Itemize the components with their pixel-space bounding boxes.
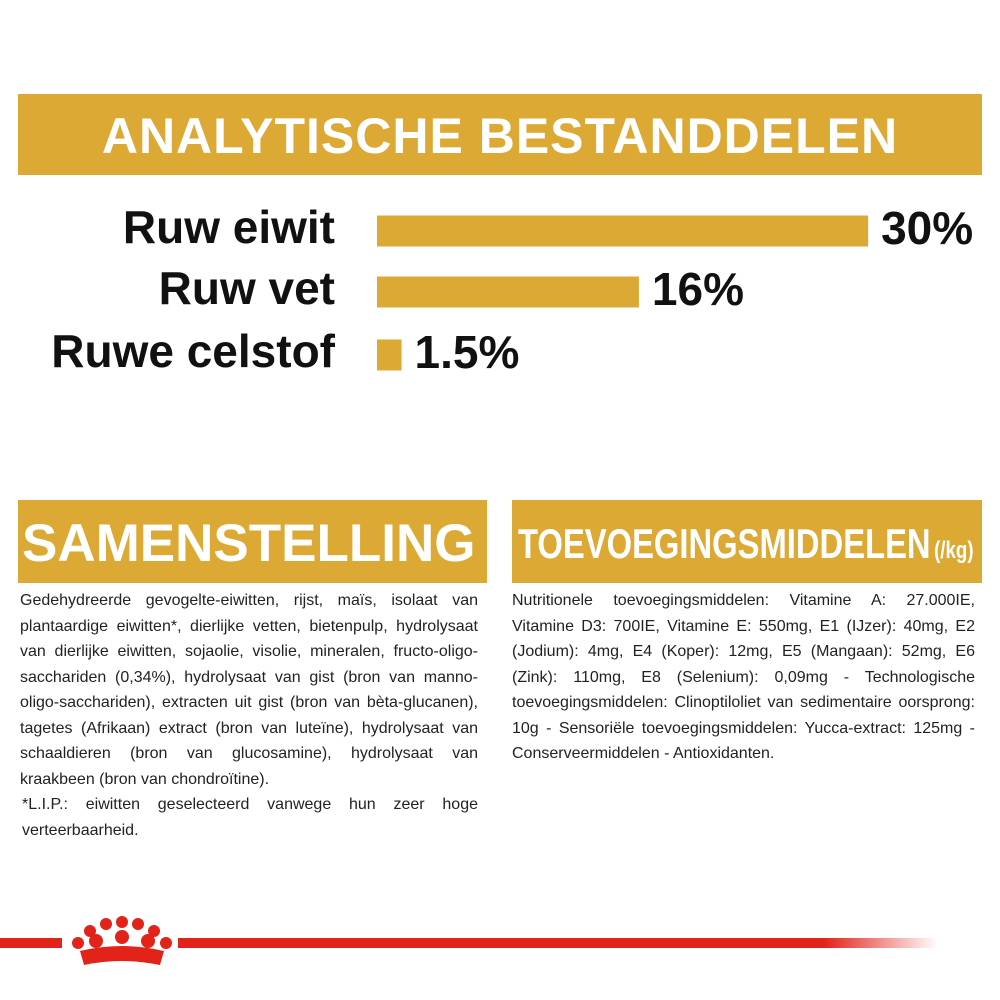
value-label: 1.5% [415,326,520,378]
category-label: Ruw vet [159,262,335,314]
additives-paragraph: Nutritionele toevoegingsmiddelen: Vitami… [512,592,975,762]
additives-unit: (/kg) [934,537,974,564]
chart: Ruw eiwit 30% Ruw vet 16% Ruwe celstof 1.5% [51,201,973,378]
red-line [178,938,938,948]
bar [377,276,639,308]
header-title: ANALYTISCHE BESTANDDELEN [101,108,899,164]
bar [377,339,402,371]
additives-band: TOEVOEGINGSMIDDELEN (/kg) [512,500,982,583]
additives-title: TOEVOEGINGSMIDDELEN [518,520,931,567]
crown [72,916,172,965]
additives-text: Nutritionele toevoegingsmiddelen: Vitami… [512,588,975,767]
footer-logo [0,916,938,965]
composition-title: SAMENSTELLING [22,514,476,573]
composition-band: SAMENSTELLING [18,500,487,583]
composition-paragraph: Gedehydreerde gevogelte-eiwitten, rijst,… [20,592,478,788]
value-label: 30% [881,202,973,254]
additives-heading: TOEVOEGINGSMIDDELEN (/kg) [518,520,974,568]
category-label: Ruw eiwit [123,201,335,253]
value-label: 16% [652,263,744,315]
header-band: ANALYTISCHE BESTANDDELEN [18,94,982,175]
red-line [0,938,62,948]
bar [377,215,869,247]
composition-text: Gedehydreerde gevogelte-eiwitten, rijst,… [20,588,478,843]
category-label: Ruwe celstof [51,325,335,377]
composition-paragraph: *L.I.P.: eiwitten geselecteerd vanwege h… [22,796,478,839]
